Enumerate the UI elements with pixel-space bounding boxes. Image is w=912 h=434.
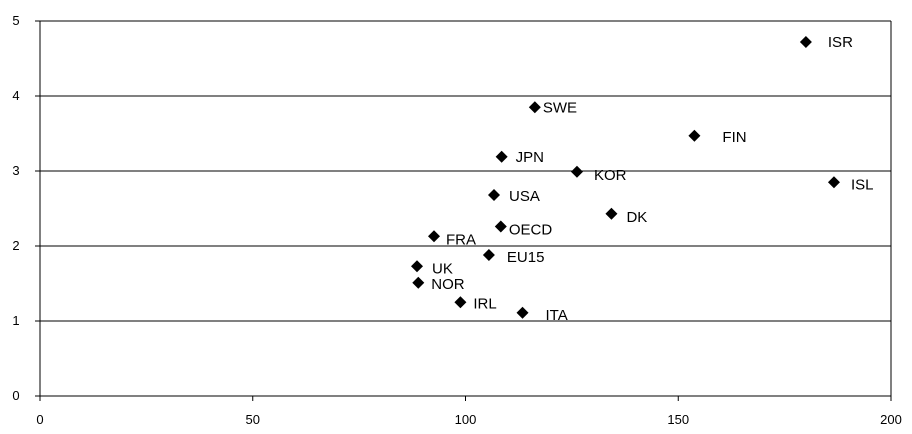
point-jpn: [495, 150, 508, 163]
y-tick-label-1: 1: [12, 313, 19, 328]
y-tick-label-3: 3: [12, 163, 19, 178]
point-label-jpn: JPN: [516, 149, 544, 166]
point-usa: [488, 189, 501, 201]
point-isr: [799, 36, 812, 48]
point-label-fin: FIN: [722, 129, 746, 146]
y-axis-ticks: 0 1 2 3 4 5: [12, 13, 40, 403]
y-tick-label-2: 2: [12, 238, 19, 253]
point-label-eu15: EU15: [507, 249, 545, 266]
point-swe: [528, 101, 541, 114]
point-uk: [410, 260, 423, 273]
x-tick-label-200: 200: [880, 412, 902, 427]
point-label-ita: ITA: [546, 307, 568, 324]
point-label-usa: USA: [509, 188, 540, 205]
point-isl: [827, 176, 840, 189]
point-label-uk: UK: [432, 260, 453, 277]
y-tick-label-4: 4: [12, 88, 19, 103]
point-label-swe: SWE: [543, 99, 577, 116]
point-fin: [688, 129, 701, 142]
point-label-isr: ISR: [828, 34, 853, 51]
x-tick-label-50: 50: [246, 412, 260, 427]
y-tick-label-5: 5: [12, 13, 19, 28]
y-tick-label-0: 0: [12, 388, 19, 403]
gridlines: [40, 20, 891, 322]
axes: [39, 21, 892, 397]
point-fra: [428, 230, 441, 243]
point-label-isl: ISL: [851, 176, 874, 193]
point-oecd: [494, 220, 507, 233]
point-ita: [516, 306, 529, 319]
point-label-irl: IRL: [473, 295, 496, 312]
point-label-fra: FRA: [446, 231, 476, 248]
x-tick-label-0: 0: [36, 412, 43, 427]
x-tick-label-150: 150: [667, 412, 689, 427]
point-dk: [605, 207, 618, 220]
point-nor: [412, 276, 425, 289]
x-axis-ticks: 0 50 100 150 200: [36, 396, 902, 427]
point-eu15: [482, 249, 495, 261]
point-label-kor: KOR: [594, 167, 627, 184]
point-label-nor: NOR: [431, 276, 465, 293]
point-kor: [570, 165, 583, 178]
point-irl: [454, 296, 467, 309]
point-label-dk: DK: [626, 209, 647, 226]
point-label-oecd: OECD: [509, 222, 553, 239]
x-tick-label-100: 100: [455, 412, 477, 427]
